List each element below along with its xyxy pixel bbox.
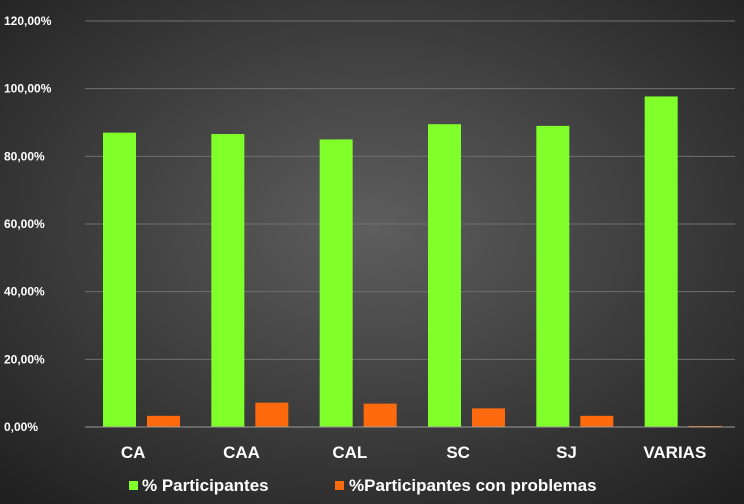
bar-participantes <box>211 134 245 427</box>
y-tick-label: 40,00% <box>4 285 45 299</box>
legend-swatch <box>335 481 344 490</box>
bar-participantes <box>103 132 136 427</box>
legend-label: %Participantes con problemas <box>349 476 597 495</box>
x-category-label: CA <box>121 443 146 462</box>
legend-swatch <box>129 481 138 490</box>
x-category-label: CAA <box>223 443 260 462</box>
y-tick-label: 100,00% <box>4 82 52 96</box>
y-tick-label: 20,00% <box>4 352 45 366</box>
legend-label: % Participantes <box>142 476 269 495</box>
x-axis-category-labels: CA CAA CAL SC SJ VARIAS <box>121 443 706 462</box>
bar-participantes-con-problemas <box>580 415 614 427</box>
bar-participantes-con-problemas <box>147 415 180 427</box>
bar-participantes-con-problemas <box>363 403 397 427</box>
x-category-label: SC <box>446 443 470 462</box>
legend: % Participantes %Participantes con proble… <box>129 476 597 495</box>
bar-participantes <box>319 139 353 427</box>
y-tick-label: 120,00% <box>4 14 52 28</box>
gridlines <box>85 20 735 360</box>
y-tick-label: 0,00% <box>4 420 38 434</box>
y-tick-label: 60,00% <box>4 217 45 231</box>
x-category-label: VARIAS <box>643 443 706 462</box>
bar-participantes <box>536 125 570 427</box>
bar-participantes <box>644 96 678 427</box>
bar-participantes-con-problemas <box>472 408 505 427</box>
bar-participantes-con-problemas <box>255 402 289 427</box>
x-category-label: CAL <box>332 443 367 462</box>
bars <box>103 96 722 428</box>
y-axis-tick-labels: 0,00% 20,00% 40,00% 60,00% 80,00% 100,00% 120,… <box>4 14 52 434</box>
y-tick-label: 80,00% <box>4 149 45 163</box>
bar-participantes <box>428 124 461 428</box>
x-category-label: SJ <box>556 443 577 462</box>
bar-participantes-con-problemas <box>688 425 722 427</box>
